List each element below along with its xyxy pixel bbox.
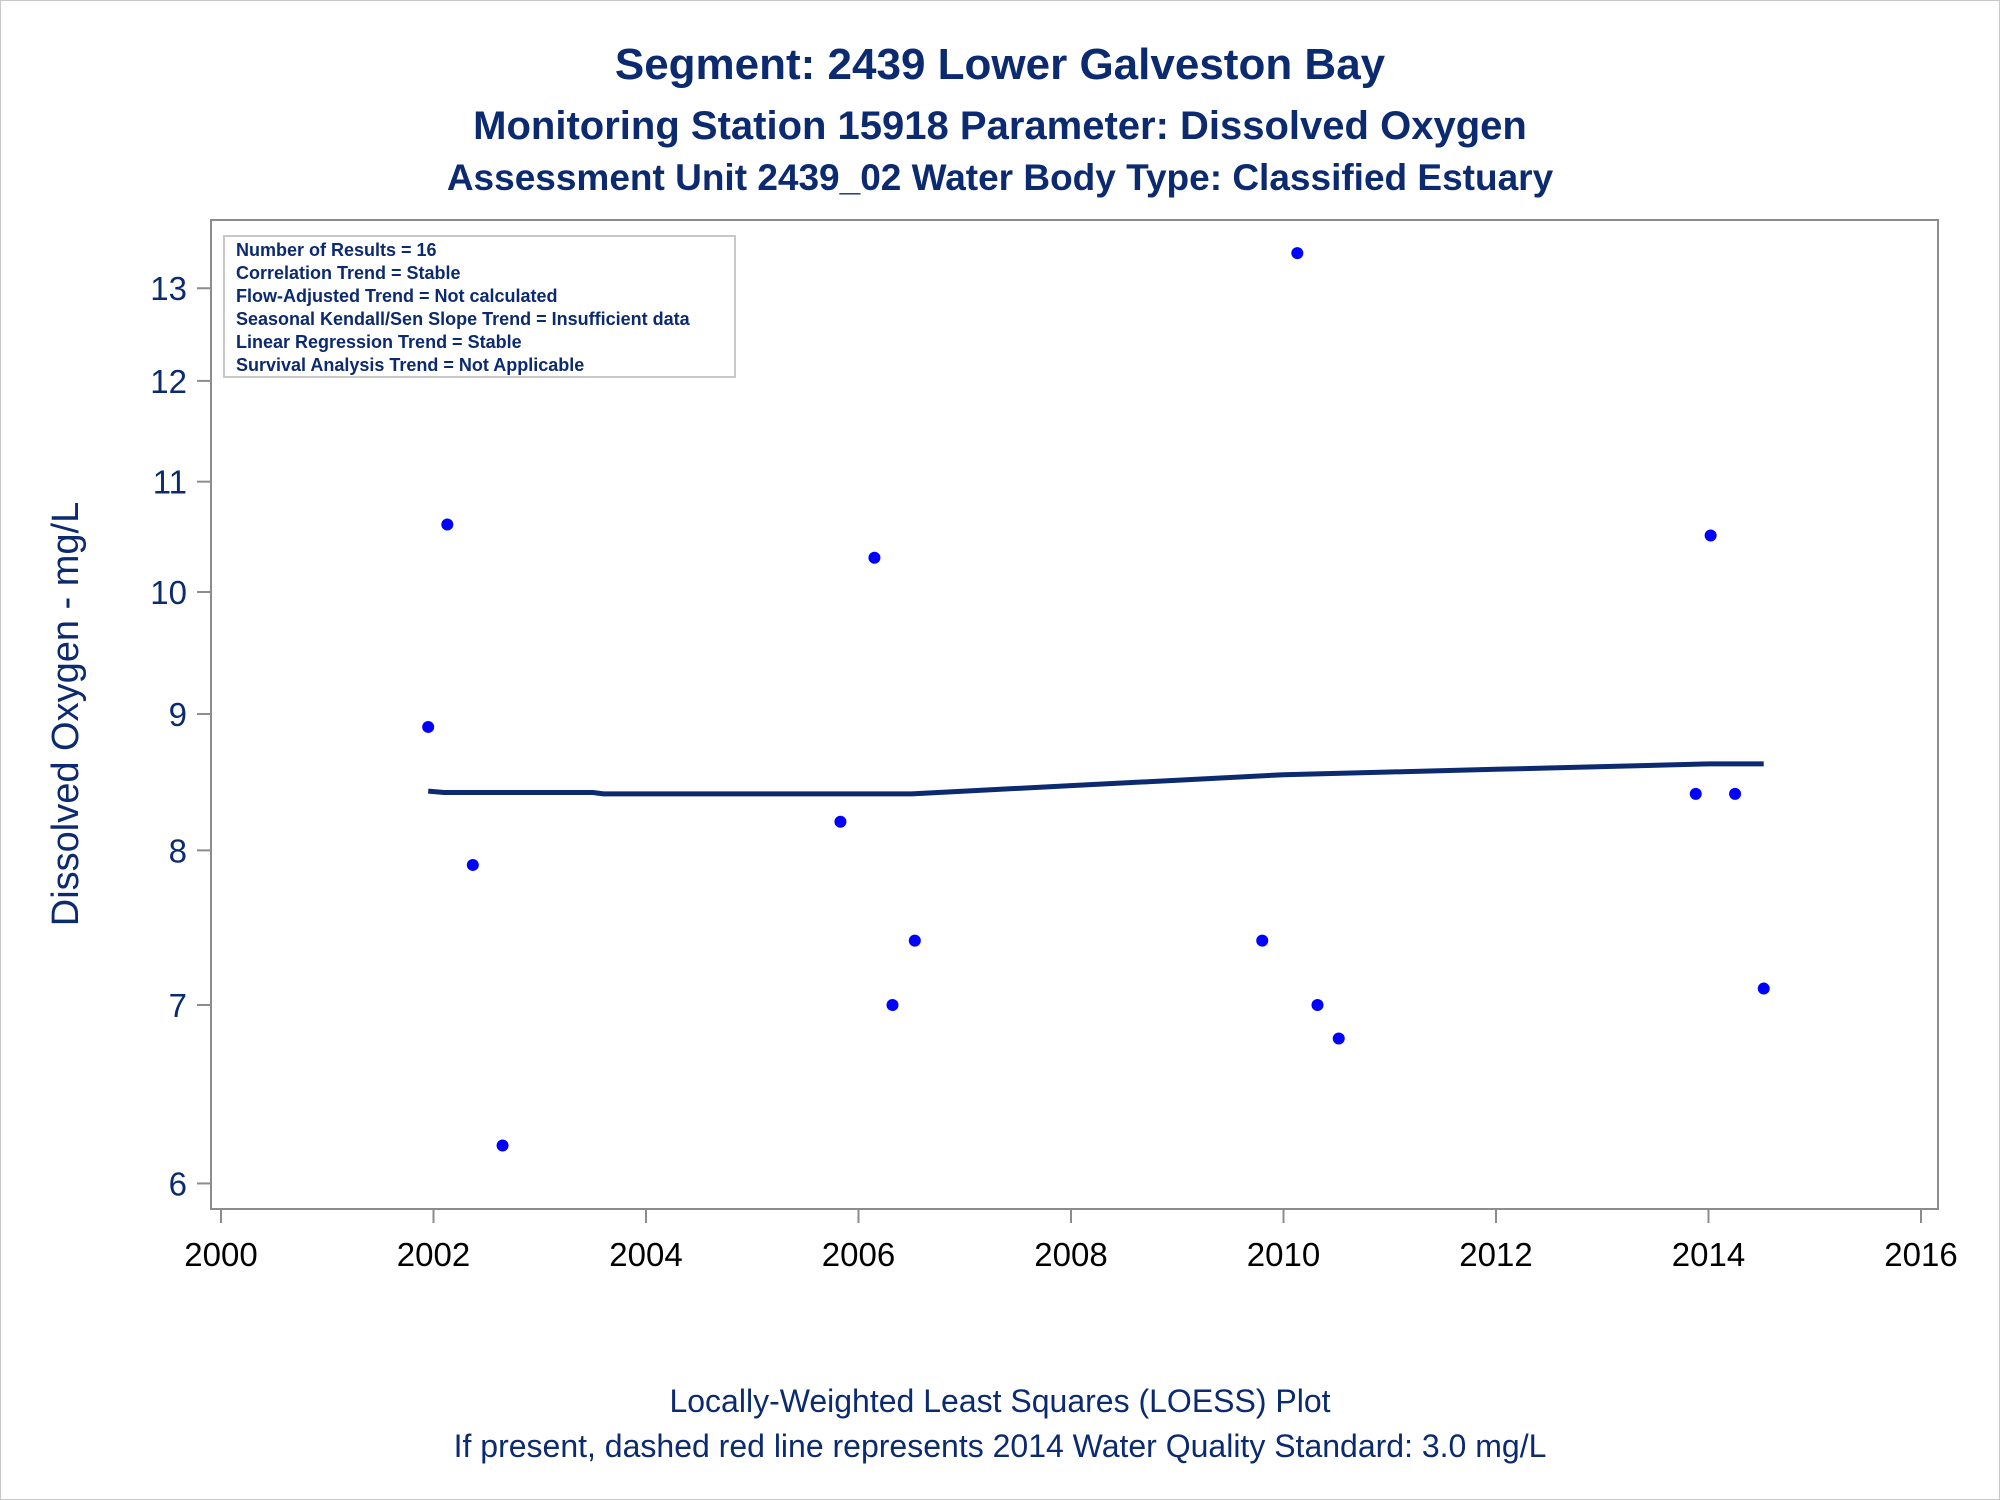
stat-correlation: Correlation Trend = Stable (236, 263, 461, 283)
data-point (441, 518, 454, 531)
y-tick-label: 11 (153, 464, 187, 501)
footer-line-1: Locally-Weighted Least Squares (LOESS) P… (669, 1383, 1330, 1419)
data-point (834, 815, 847, 828)
y-tick-label: 7 (169, 987, 187, 1024)
y-tick-label: 12 (150, 363, 187, 400)
data-point (886, 998, 899, 1011)
stat-flow-adjusted: Flow-Adjusted Trend = Not calculated (236, 286, 558, 306)
y-tick-label: 13 (150, 270, 187, 307)
chart-subtitle-2: Assessment Unit 2439_02 Water Body Type:… (447, 157, 1554, 198)
x-tick-label: 2006 (822, 1236, 895, 1273)
data-point (1704, 529, 1717, 542)
stat-linear-regression: Linear Regression Trend = Stable (236, 332, 522, 352)
x-tick-label: 2010 (1247, 1236, 1320, 1273)
y-tick-label: 9 (169, 696, 187, 733)
x-tick-label: 2012 (1459, 1236, 1532, 1273)
x-tick-label: 2014 (1672, 1236, 1745, 1273)
x-tick-label: 2000 (184, 1236, 257, 1273)
x-tick-label: 2016 (1884, 1236, 1957, 1273)
data-point (1291, 247, 1304, 260)
stat-seasonal-kendall: Seasonal Kendall/Sen Slope Trend = Insuf… (236, 309, 691, 329)
chart-title: Segment: 2439 Lower Galveston Bay (615, 40, 1386, 89)
y-tick-label: 6 (169, 1165, 187, 1202)
loess-line (427, 761, 1764, 797)
y-tick-label: 10 (150, 574, 187, 611)
data-point (868, 551, 881, 564)
data-point (1757, 982, 1770, 995)
y-axis: 6 7 8 9 10 11 12 13 (150, 270, 211, 1202)
stat-results: Number of Results = 16 (236, 240, 437, 260)
y-axis-label: Dissolved Oxygen - mg/L (45, 502, 87, 927)
data-point (422, 720, 435, 733)
stats-box-border (223, 235, 736, 378)
stats-box: Number of Results = 16 Correlation Trend… (223, 235, 736, 378)
data-point (908, 934, 921, 947)
x-tick-label: 2002 (397, 1236, 470, 1273)
y-tick-label: 8 (169, 832, 187, 869)
x-tick-label: 2004 (609, 1236, 682, 1273)
data-point (1256, 934, 1269, 947)
data-point (466, 858, 479, 871)
stat-survival: Survival Analysis Trend = Not Applicable (236, 355, 584, 375)
data-point (496, 1139, 509, 1152)
data-point (1689, 787, 1702, 800)
x-axis: 2000 2002 2004 2006 2008 2010 2012 2014 2016 (184, 1209, 1958, 1273)
data-point (1729, 787, 1742, 800)
chart-subtitle: Monitoring Station 15918 Parameter: Diss… (473, 104, 1527, 148)
data-point (1311, 998, 1324, 1011)
data-points (422, 247, 1770, 1152)
data-point (1332, 1032, 1345, 1045)
footer-line-2: If present, dashed red line represents 2… (454, 1428, 1547, 1464)
x-tick-label: 2008 (1034, 1236, 1107, 1273)
